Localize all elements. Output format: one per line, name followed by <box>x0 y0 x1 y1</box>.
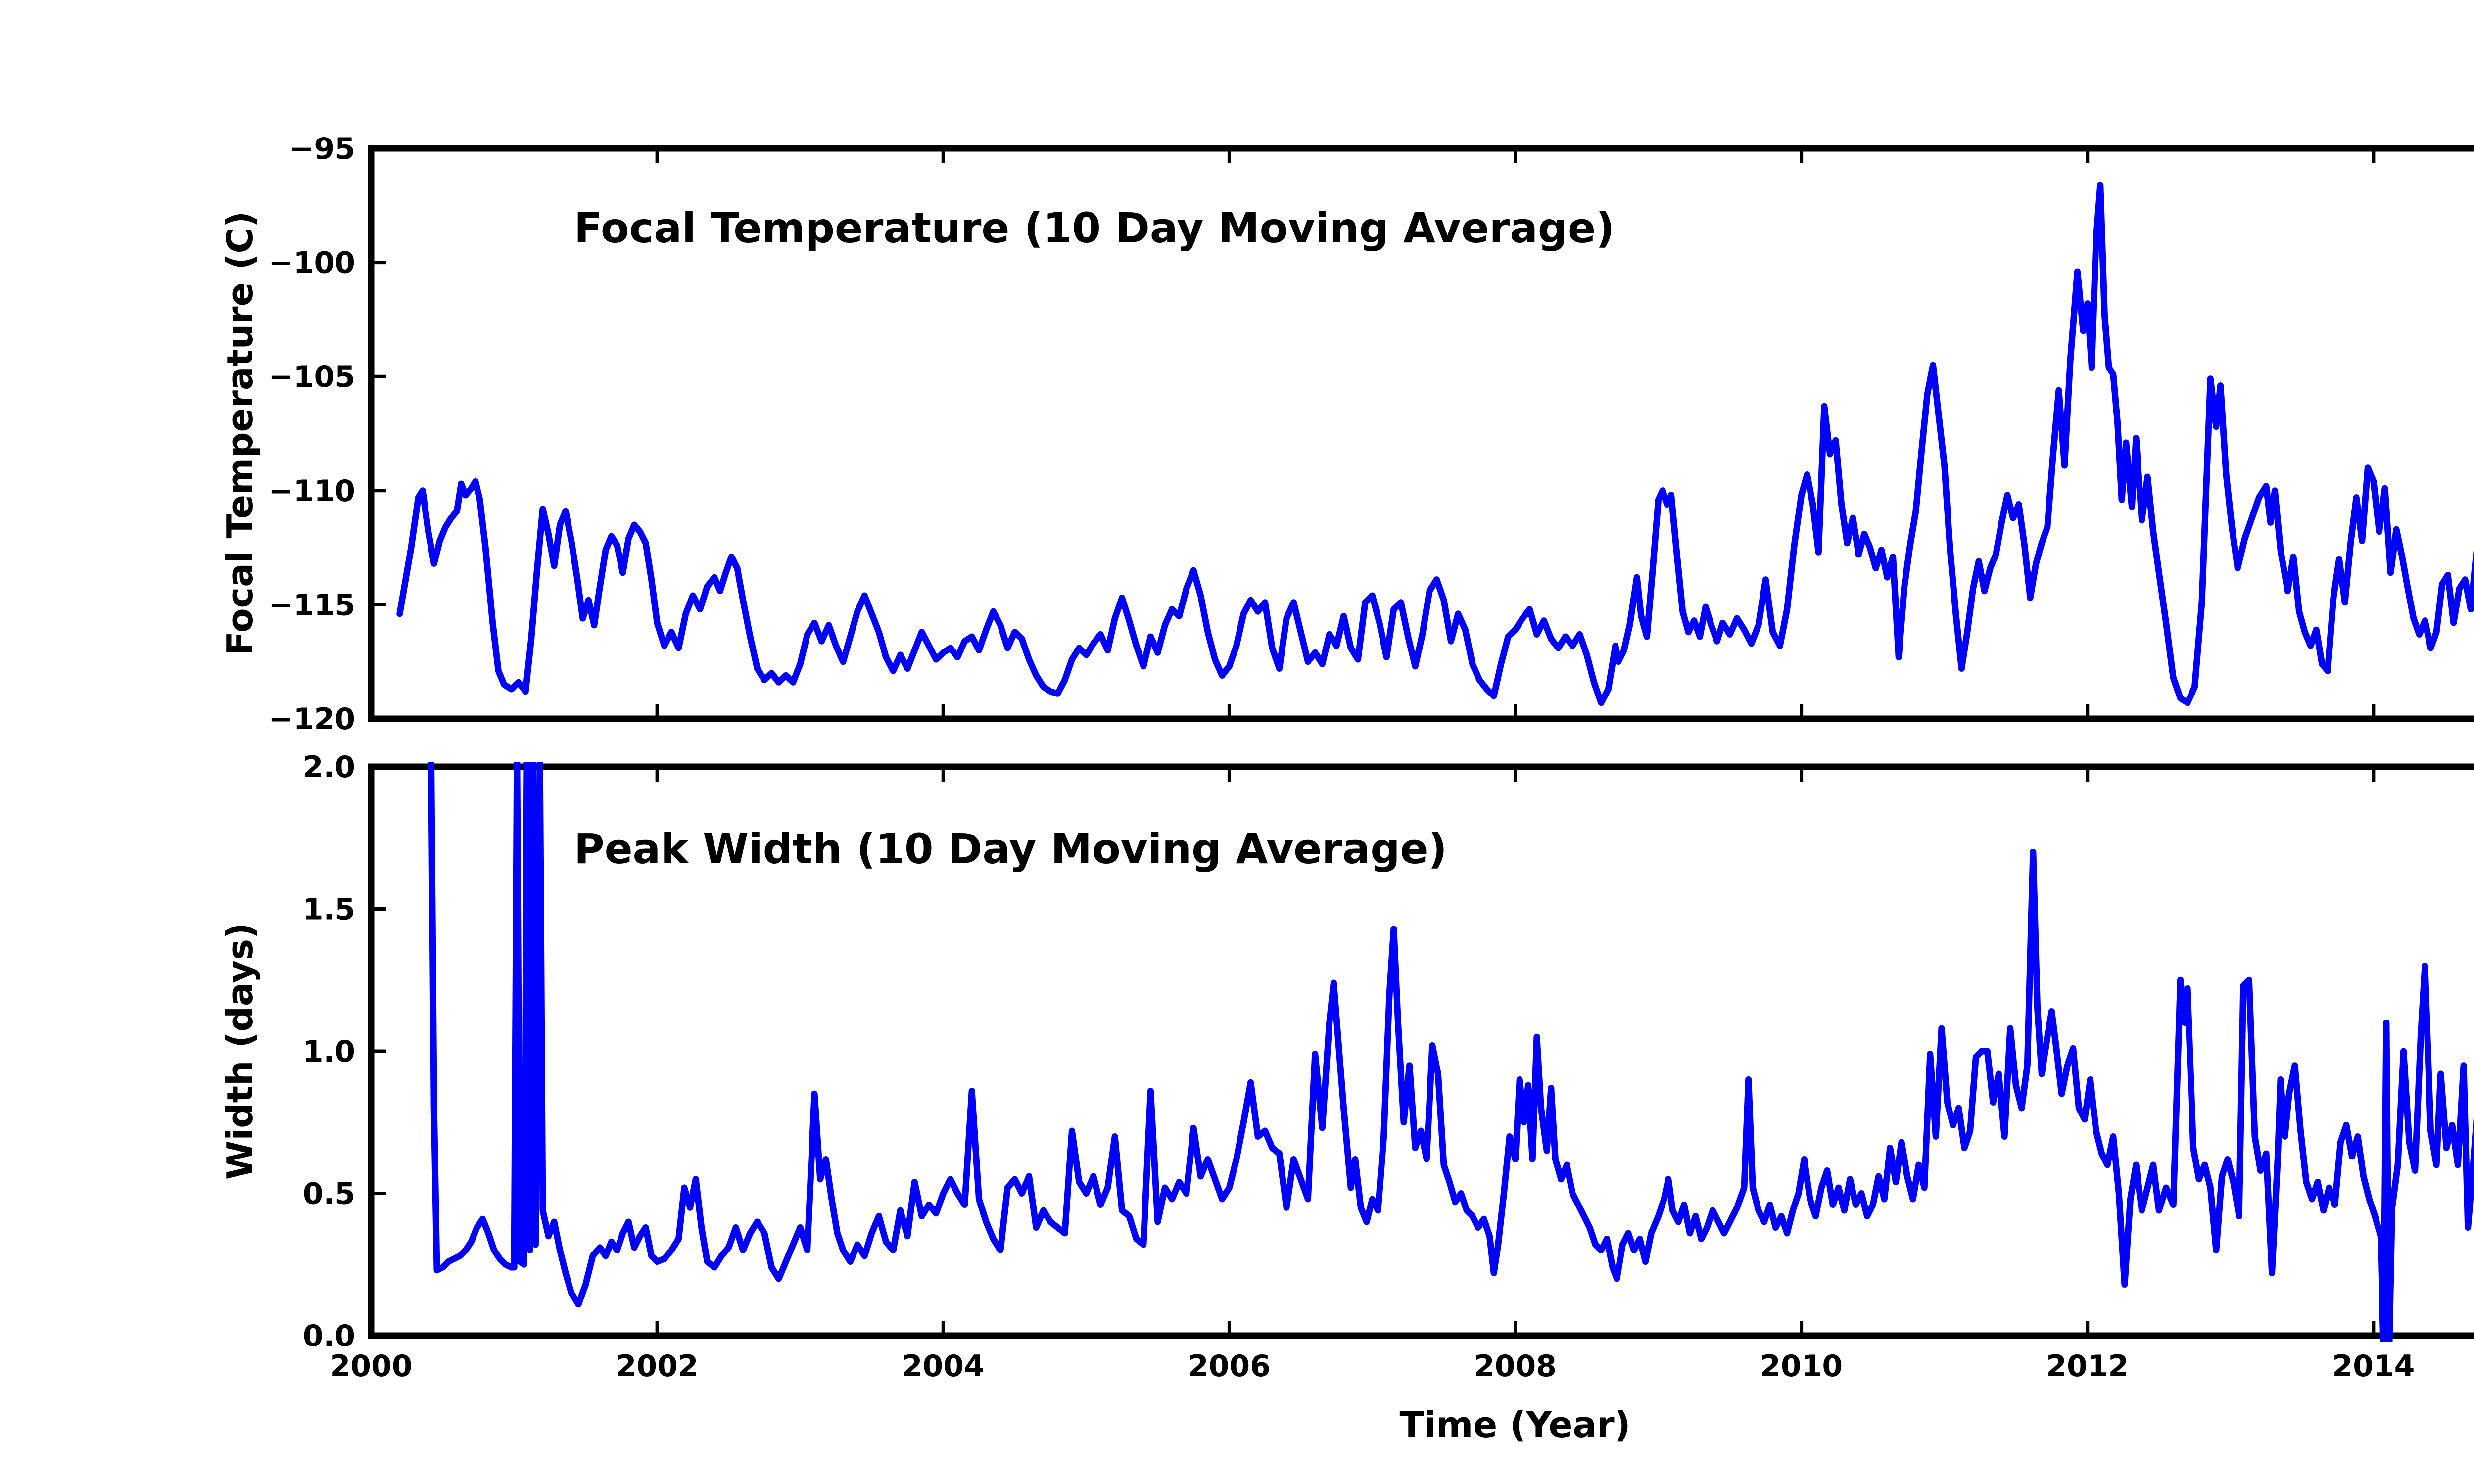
x-tick-label: 2000 <box>330 1349 413 1384</box>
y-tick-label: −110 <box>268 474 355 509</box>
top-panel-ylabel: Focal Temperature (C) <box>219 211 261 655</box>
y-tick-label: −120 <box>268 702 355 737</box>
x-axis-label: Time (Year) <box>1400 1404 1631 1445</box>
y-tick-label: 1.0 <box>303 1034 355 1069</box>
y-tick-label: −100 <box>268 246 355 280</box>
x-tick-label: 2006 <box>1188 1349 1271 1384</box>
y-tick-label: 1.5 <box>303 892 355 927</box>
y-tick-label: 0.0 <box>303 1319 355 1353</box>
x-tick-label: 2004 <box>902 1349 985 1384</box>
x-tick-label: 2008 <box>1474 1349 1557 1384</box>
y-tick-label: −115 <box>268 588 355 622</box>
y-tick-label: 0.5 <box>303 1177 355 1211</box>
top-panel-ytick-labels: −95 −100 −105 −110 −115 −120 <box>268 132 355 737</box>
x-tick-label: 2002 <box>616 1349 699 1384</box>
y-tick-label: −105 <box>268 360 355 394</box>
top-panel: −95 −100 −105 −110 −115 −120 Focal Temperatur… <box>219 132 2474 737</box>
focal-temperature-line <box>396 182 2474 706</box>
bottom-panel-xtick-labels: 200020022004200620082010201220142016 <box>330 1349 2415 1384</box>
x-tick-label: 2010 <box>1760 1349 1843 1384</box>
bottom-panel-title: Peak Width (10 Day Moving Average) <box>574 825 1447 873</box>
x-tick-label: 2012 <box>2046 1349 2129 1384</box>
bottom-panel: 2.0 1.5 1.0 0.5 0.0 2000 2002 2004 2006 2008 2010… <box>219 750 2474 1445</box>
bottom-panel-ticks <box>369 765 2376 1338</box>
y-tick-label: −95 <box>289 132 355 166</box>
bottom-panel-ylabel: Width (days) <box>219 923 261 1180</box>
bottom-panel-ytick-labels: 2.0 1.5 1.0 0.5 0.0 <box>303 750 355 1353</box>
y-tick-label: 2.0 <box>303 750 355 785</box>
peak-width-line <box>428 762 2474 1342</box>
x-tick-label: 2014 <box>2332 1349 2415 1384</box>
top-panel-title: Focal Temperature (10 Day Moving Average… <box>574 204 1615 252</box>
top-panel-ticks <box>369 146 2376 721</box>
